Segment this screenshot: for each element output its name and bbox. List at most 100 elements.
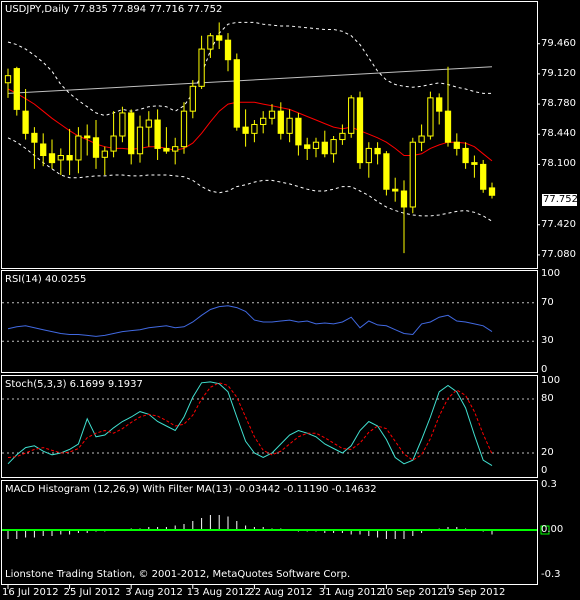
candle-body <box>136 126 144 155</box>
candle-body <box>57 155 64 161</box>
candle-body <box>233 59 240 128</box>
candle-body <box>365 147 372 164</box>
date-tick-label: 22 Aug 2012 <box>248 587 313 598</box>
rsi-line <box>7 305 493 337</box>
candle-body <box>260 117 267 125</box>
date-tick-label: 3 Aug 2012 <box>125 587 183 598</box>
candle-body <box>453 141 460 149</box>
candle-body <box>339 132 346 141</box>
candle-body <box>286 117 293 134</box>
candle-body <box>163 147 170 152</box>
date-tick-label: 13 Aug 2012 <box>186 587 251 598</box>
candle-body <box>277 110 284 134</box>
price-tick-label: 77.420 <box>541 218 576 230</box>
candle-body <box>444 110 452 143</box>
stoch-tick-label: 80 <box>541 393 554 404</box>
candle-body <box>471 162 478 165</box>
candle-body <box>295 117 302 146</box>
stoch-tick-label: 0 <box>541 465 548 476</box>
candle-body <box>13 68 20 110</box>
candle-body <box>400 190 408 208</box>
macd-panel-frame <box>1 480 538 585</box>
stoch-main-line <box>7 381 493 467</box>
candle-body <box>251 123 258 134</box>
candle-body <box>383 153 390 190</box>
candle-body <box>480 163 487 190</box>
rsi-panel-title: RSI(14) 40.0255 <box>5 274 87 285</box>
date-tick-label: 31 Aug 2012 <box>318 587 383 598</box>
candle-body <box>224 39 232 61</box>
trendline <box>7 66 493 94</box>
candle-body <box>216 35 223 41</box>
candle-body <box>84 135 91 139</box>
candle-body <box>436 97 443 112</box>
candle-body <box>75 135 82 161</box>
macd-tick-label: 0.3 <box>541 479 557 490</box>
candle-body <box>198 48 205 87</box>
candle-body <box>189 85 196 112</box>
macd-panel-title: MACD Histogram (12,26,9) With Filter MA(… <box>5 484 377 495</box>
candle-body <box>427 97 434 137</box>
rsi-panel-frame <box>1 270 538 373</box>
candle-body <box>92 137 100 158</box>
date-tick-label: 19 Sep 2012 <box>442 587 506 598</box>
main-panel-frame <box>1 1 538 269</box>
current-price-label: 77.752 <box>542 194 578 206</box>
stoch-tick-label: 20 <box>541 447 554 458</box>
stoch-tick-label: 100 <box>541 375 561 386</box>
candle-body <box>207 35 214 50</box>
candle-body <box>488 187 496 196</box>
candle-body <box>312 141 320 149</box>
envelope-lower-line <box>7 137 493 222</box>
candle-body <box>462 147 469 164</box>
candle-body <box>31 132 38 143</box>
macd-tick-label: 0.00 <box>541 524 564 535</box>
date-tick-label: 25 Jul 2012 <box>63 587 121 598</box>
candle-body <box>22 110 29 134</box>
candle-body <box>172 146 179 152</box>
candle-body <box>409 141 416 208</box>
macd-filter-marker <box>540 525 550 535</box>
candle-body <box>66 155 73 161</box>
candle-body <box>40 143 47 157</box>
candle-body <box>392 188 399 192</box>
main-panel-title: USDJPY,Daily 77.835 77.894 77.716 77.752 <box>5 4 223 15</box>
rsi-tick-label: 0 <box>541 364 548 375</box>
candle-body <box>304 144 311 149</box>
rsi-tick-label: 100 <box>541 268 561 279</box>
stoch-panel-title: Stoch(5,3,3) 6.1699 9.1937 <box>5 379 143 390</box>
candle-body <box>242 126 249 134</box>
candle-body <box>356 97 364 164</box>
stoch-panel-frame <box>1 375 538 478</box>
candle-body <box>48 153 56 164</box>
candle-body <box>128 112 135 155</box>
candle-body <box>119 112 126 137</box>
price-tick-label: 78.100 <box>541 158 576 170</box>
candle-body <box>4 75 12 84</box>
candle-body <box>321 141 328 155</box>
stoch-signal-line <box>7 382 493 461</box>
price-tick-label: 79.120 <box>541 67 576 79</box>
copyright-footer: Lionstone Trading Station, © 2001-2012, … <box>5 569 351 580</box>
date-tick-label: 10 Sep 2012 <box>380 587 444 598</box>
candle-body <box>101 150 108 158</box>
candle-body <box>348 97 355 134</box>
candle-body <box>268 110 276 119</box>
macd-tick-label: -0.3 <box>541 569 561 580</box>
candle-body <box>374 147 381 155</box>
rsi-tick-label: 70 <box>541 296 554 308</box>
candle-body <box>110 135 117 152</box>
date-tick-label: 16 Jul 2012 <box>2 587 59 598</box>
price-tick-label: 77.080 <box>541 248 576 260</box>
envelope-upper-line <box>7 21 492 117</box>
candle-body <box>330 139 337 155</box>
price-tick-label: 78.440 <box>541 128 576 140</box>
candle-body <box>154 119 161 149</box>
price-tick-label: 78.780 <box>541 98 576 110</box>
rsi-tick-label: 30 <box>541 335 554 347</box>
price-tick-label: 79.460 <box>541 37 576 49</box>
candle-body <box>180 110 188 148</box>
candle-body <box>418 135 425 143</box>
